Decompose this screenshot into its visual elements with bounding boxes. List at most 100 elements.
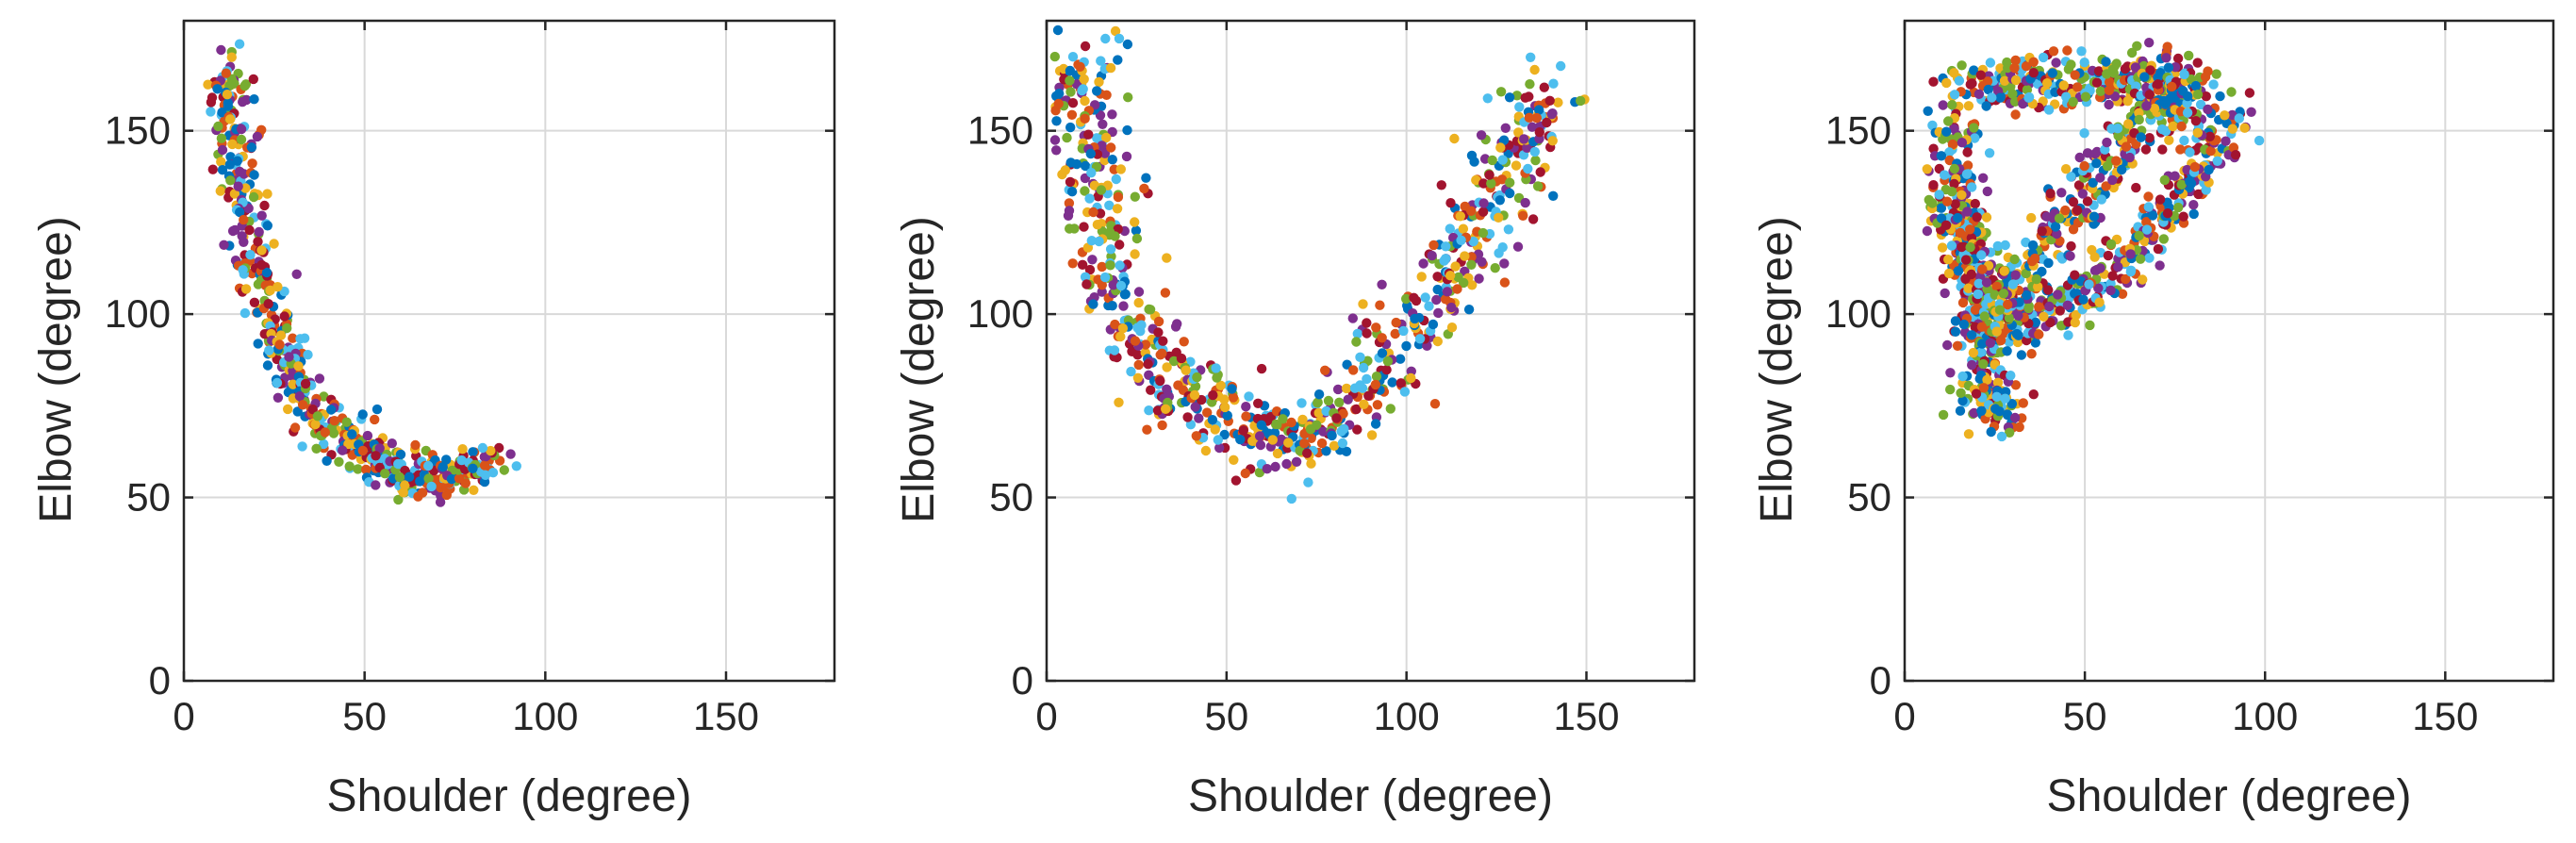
scatter-point <box>1067 98 1079 108</box>
scatter-point <box>269 239 279 249</box>
scatter-point <box>2215 91 2225 102</box>
scatter-point <box>1490 263 1500 273</box>
scatter-point <box>1994 406 2005 417</box>
scatter-point <box>1962 207 1973 217</box>
scatter-point <box>1291 456 1302 467</box>
scatter-point <box>206 97 217 107</box>
scatter-point <box>2033 281 2043 292</box>
x-tick-label: 150 <box>2412 694 2478 738</box>
scatter-point <box>1520 92 1530 103</box>
scatter-point <box>1945 384 1956 395</box>
scatter-point <box>1982 186 1992 197</box>
scatter-point <box>1984 148 1995 158</box>
scatter-point <box>1110 25 1121 37</box>
scatter-point <box>1306 458 1316 469</box>
scatter-point <box>1097 140 1107 151</box>
x-tick-label: 50 <box>342 694 387 738</box>
scatter-point <box>1115 164 1127 174</box>
scatter-point <box>1958 319 1970 330</box>
scatter-point <box>1986 426 1996 438</box>
scatter-point <box>2147 210 2158 221</box>
scatter-point <box>2021 61 2032 72</box>
scatter-point <box>1341 383 1352 394</box>
scatter-point <box>2070 70 2080 80</box>
scatter-point <box>2144 38 2155 48</box>
scatter-point <box>1975 347 1987 357</box>
scatter-point <box>1084 264 1096 275</box>
scatter-point <box>1130 249 1140 259</box>
scatter-point <box>1107 155 1118 165</box>
scatter-point <box>229 189 240 199</box>
scatter-point <box>1131 233 1143 244</box>
scatter-point <box>2167 81 2177 92</box>
scatter-point <box>1511 160 1522 171</box>
scatter-point <box>1936 213 1947 223</box>
scatter-point <box>1115 331 1126 342</box>
scatter-point <box>1096 56 1106 66</box>
scatter-point <box>2188 208 2199 220</box>
scatter-point <box>1455 211 1466 222</box>
scatter-point <box>1355 380 1365 390</box>
scatter-point <box>2103 250 2114 261</box>
scatter-point <box>2179 69 2189 80</box>
scatter-point <box>2084 279 2094 289</box>
scatter-point <box>1104 200 1115 210</box>
scatter-point <box>1544 95 1555 107</box>
scatter-point <box>2143 202 2154 212</box>
scatter-point <box>2144 90 2155 100</box>
scatter-point <box>2211 69 2221 79</box>
scatter-point <box>1953 212 1963 223</box>
scatter-point <box>2063 330 2073 340</box>
scatter-point <box>2078 294 2089 305</box>
scatter-point <box>2096 194 2106 205</box>
scatter-point <box>1219 402 1230 413</box>
scatter-point <box>1548 190 1559 201</box>
scatter-point <box>1938 409 1949 421</box>
scatter-point <box>2172 202 2184 213</box>
x-tick-label: 50 <box>2063 694 2107 738</box>
scatter-point <box>1433 307 1444 319</box>
scatter-point <box>2190 80 2201 91</box>
scatter-point <box>2060 164 2072 174</box>
scatter-point <box>1141 173 1151 183</box>
scatter-point <box>1320 365 1330 375</box>
scatter-point <box>216 157 226 167</box>
y-tick-label: 150 <box>105 108 171 153</box>
scatter-point <box>2056 188 2067 198</box>
scatter-point <box>216 44 226 56</box>
scatter-point <box>1484 170 1494 180</box>
scatter-point <box>1086 236 1098 246</box>
scatter-point <box>1087 255 1098 265</box>
scatter-point <box>1238 425 1249 436</box>
scatter-point <box>1943 268 1955 279</box>
scatter-point <box>1976 405 1987 416</box>
scatter-point <box>248 191 259 203</box>
scatter-point <box>1436 180 1447 190</box>
scatter-point <box>468 463 478 473</box>
x-tick-label: 150 <box>1553 694 1619 738</box>
scatter-point <box>1531 112 1543 124</box>
scatter-point <box>1487 155 1497 166</box>
scatter-point <box>2048 46 2059 57</box>
scatter-point <box>1256 363 1267 374</box>
scatter-point <box>1106 142 1116 153</box>
scatter-point <box>2204 164 2214 175</box>
scatter-point <box>2141 224 2153 235</box>
scatter-point <box>380 469 390 479</box>
scatter-point <box>1970 198 1980 209</box>
scatter-point <box>1096 185 1107 195</box>
scatter-point <box>361 464 372 475</box>
scatter-point <box>1071 158 1082 170</box>
scatter-point <box>253 339 263 349</box>
scatter-point <box>1176 353 1187 364</box>
scatter-point <box>1190 381 1201 391</box>
scatter-point <box>244 224 255 236</box>
scatter-point <box>1992 240 2003 252</box>
scatter-point <box>357 409 368 420</box>
scatter-point <box>215 186 225 196</box>
scatter-point <box>1499 277 1511 288</box>
scatter-point <box>2082 196 2093 207</box>
scatter-point <box>1539 82 1550 92</box>
scatter-point <box>1965 224 1975 235</box>
